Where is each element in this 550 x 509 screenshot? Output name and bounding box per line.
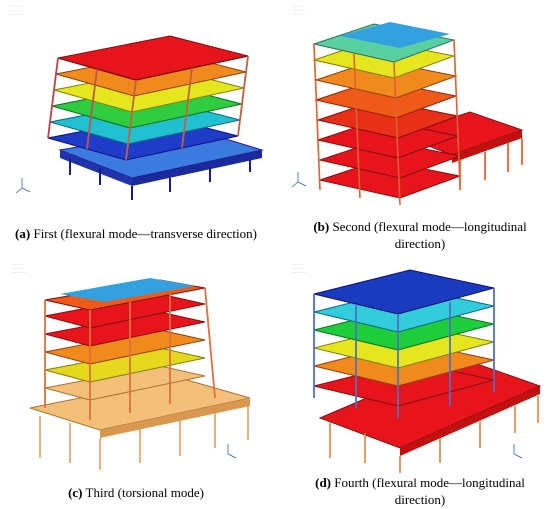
panel-a-figure: ············· ············ ·············· xyxy=(0,0,272,222)
caption-d-text: Fourth (flexural mode—longitudinal direc… xyxy=(331,475,525,507)
caption-c: (c) Third (torsional mode) xyxy=(0,484,272,501)
panel-c-structure xyxy=(29,278,251,470)
caption-a: (a) First (flexural mode—transverse dire… xyxy=(0,225,272,242)
caption-c-letter: (c) xyxy=(68,485,83,500)
caption-b-letter: (b) xyxy=(313,219,330,234)
panel-b-legend-text: ············· ············ ·············· xyxy=(292,4,306,16)
panel-b-structure xyxy=(291,22,524,206)
panel-a-structure xyxy=(15,35,264,200)
caption-d-letter: (d) xyxy=(315,475,331,490)
caption-d: (d) Fourth (flexural mode—longitudinal d… xyxy=(300,474,540,508)
caption-c-text: Third (torsional mode) xyxy=(82,485,204,500)
caption-b: (b) Second (flexural mode—longitudinal d… xyxy=(300,218,540,252)
panel-b-figure: ············· ············ ·············· xyxy=(280,0,550,222)
panel-d-legend-text: ············· ············ ·············· xyxy=(292,262,306,274)
caption-a-letter: (a) xyxy=(15,226,31,241)
panel-c-legend-text: ············· ············ ·············· xyxy=(12,262,26,274)
panel-d-figure: ············· ············ ·············· xyxy=(280,258,550,480)
panel-a-legend-text: ············· ············ ·············· xyxy=(10,4,24,16)
caption-a-text: First (flexural mode—transverse directio… xyxy=(30,226,257,241)
panel-d-structure xyxy=(313,269,542,473)
caption-b-text: Second (flexural mode—longitudinal direc… xyxy=(329,219,527,251)
panel-c-figure: ············· ············ ·············· xyxy=(0,258,272,480)
